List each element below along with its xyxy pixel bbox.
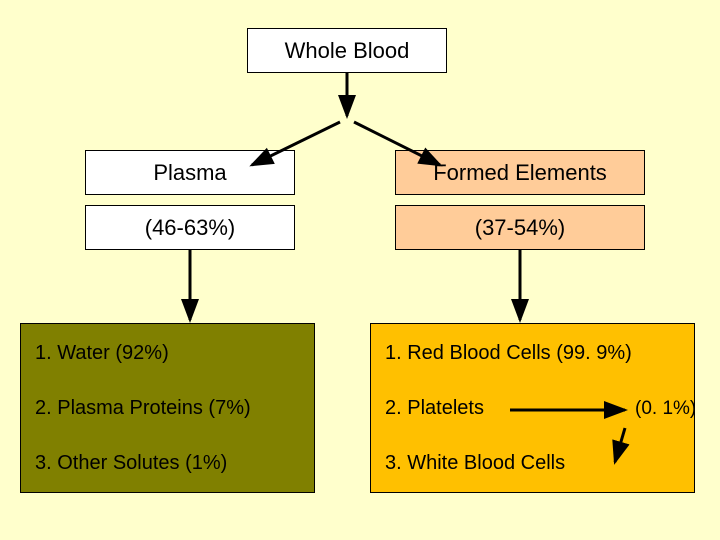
plasma-title-box: Plasma (85, 150, 295, 195)
list-item: 1. Red Blood Cells (99. 9%) (385, 334, 680, 372)
formed-title-box: Formed Elements (395, 150, 645, 195)
plasma-pct-box: (46-63%) (85, 205, 295, 250)
plasma-title-label: Plasma (153, 160, 226, 186)
list-item: 1. Water (92%) (35, 334, 300, 372)
list-item: 3. Other Solutes (1%) (35, 444, 300, 482)
pct-small-label: (0. 1%) (635, 398, 696, 420)
list-item: 3. White Blood Cells (385, 444, 680, 482)
formed-pct-box: (37-54%) (395, 205, 645, 250)
formed-title-label: Formed Elements (433, 160, 607, 186)
plasma-list: 1. Water (92%) 2. Plasma Proteins (7%) 3… (20, 323, 315, 493)
root-label: Whole Blood (285, 38, 410, 64)
list-item: 2. Plasma Proteins (7%) (35, 389, 300, 427)
formed-pct-label: (37-54%) (475, 215, 565, 241)
root-box: Whole Blood (247, 28, 447, 73)
plasma-pct-label: (46-63%) (145, 215, 235, 241)
